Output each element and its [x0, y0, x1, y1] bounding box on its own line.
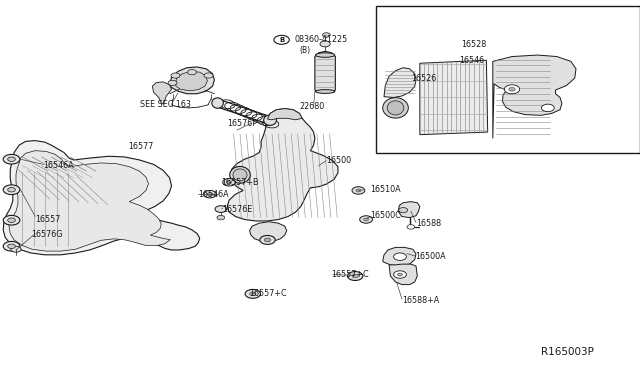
Circle shape [217, 215, 225, 220]
Polygon shape [152, 82, 172, 104]
Text: 16588+A: 16588+A [402, 296, 439, 305]
Polygon shape [250, 222, 287, 242]
Text: 16557+C: 16557+C [250, 289, 287, 298]
Circle shape [394, 253, 406, 260]
Text: 22680: 22680 [300, 102, 324, 110]
Circle shape [352, 187, 365, 194]
Circle shape [8, 187, 15, 192]
Circle shape [320, 41, 330, 47]
Circle shape [223, 179, 236, 186]
Circle shape [348, 272, 363, 280]
Text: B: B [279, 37, 284, 43]
Text: 16588: 16588 [416, 219, 441, 228]
Text: 16576P: 16576P [227, 119, 257, 128]
Circle shape [397, 273, 403, 276]
Text: 16500: 16500 [326, 156, 351, 165]
Circle shape [3, 154, 20, 164]
Circle shape [323, 33, 330, 37]
Text: 16557+B: 16557+B [221, 178, 259, 187]
Text: 16500A: 16500A [415, 252, 445, 261]
Circle shape [204, 190, 216, 198]
Circle shape [250, 292, 256, 296]
Circle shape [3, 185, 20, 195]
Circle shape [407, 225, 415, 229]
Text: 16546A: 16546A [44, 161, 74, 170]
Circle shape [364, 218, 369, 221]
Text: 16576E: 16576E [222, 205, 252, 214]
Text: 16557+C: 16557+C [332, 270, 369, 279]
Polygon shape [383, 247, 416, 266]
Ellipse shape [212, 98, 223, 108]
Circle shape [399, 208, 408, 213]
Ellipse shape [264, 115, 276, 125]
Text: 16528: 16528 [461, 40, 486, 49]
Text: 16500C: 16500C [370, 211, 401, 220]
Polygon shape [175, 71, 207, 91]
Text: 16546A: 16546A [198, 190, 229, 199]
Polygon shape [389, 264, 417, 285]
Polygon shape [170, 67, 214, 94]
Circle shape [215, 206, 227, 212]
Polygon shape [384, 68, 416, 97]
Circle shape [504, 85, 520, 94]
Circle shape [394, 271, 406, 278]
Circle shape [8, 157, 15, 161]
Circle shape [356, 189, 361, 192]
Text: (B): (B) [299, 46, 310, 55]
Circle shape [509, 87, 515, 91]
Circle shape [352, 274, 358, 278]
Ellipse shape [316, 90, 335, 93]
Text: SEE SEC.163: SEE SEC.163 [140, 100, 190, 109]
Text: 16576G: 16576G [31, 230, 62, 239]
Circle shape [274, 35, 289, 44]
Bar [376, 6, 640, 153]
Text: 16557: 16557 [35, 215, 61, 224]
Circle shape [245, 289, 260, 298]
Circle shape [207, 193, 212, 196]
Text: 16526: 16526 [412, 74, 436, 83]
Polygon shape [315, 51, 335, 93]
Circle shape [11, 246, 21, 252]
Circle shape [188, 70, 196, 75]
Circle shape [3, 241, 20, 251]
Circle shape [8, 244, 15, 248]
Ellipse shape [387, 101, 404, 115]
Circle shape [360, 216, 372, 223]
Text: 16510A: 16510A [370, 185, 401, 194]
Ellipse shape [230, 167, 250, 183]
Polygon shape [227, 109, 338, 221]
Text: R165003P: R165003P [541, 347, 594, 356]
Polygon shape [420, 60, 488, 135]
Circle shape [541, 104, 554, 112]
Text: 08360-41225: 08360-41225 [294, 35, 348, 44]
Polygon shape [398, 202, 420, 218]
Polygon shape [268, 109, 302, 120]
Polygon shape [3, 141, 200, 255]
Ellipse shape [383, 98, 408, 118]
Polygon shape [493, 55, 576, 138]
Text: 16577: 16577 [128, 142, 154, 151]
Circle shape [8, 218, 15, 222]
Polygon shape [9, 151, 170, 251]
Circle shape [227, 181, 232, 184]
Circle shape [168, 80, 177, 86]
Circle shape [171, 73, 180, 78]
Text: 16546: 16546 [459, 56, 484, 65]
Circle shape [260, 235, 275, 244]
Ellipse shape [316, 53, 335, 57]
Ellipse shape [233, 169, 247, 181]
Circle shape [204, 73, 213, 78]
Circle shape [3, 215, 20, 225]
Circle shape [264, 238, 271, 242]
